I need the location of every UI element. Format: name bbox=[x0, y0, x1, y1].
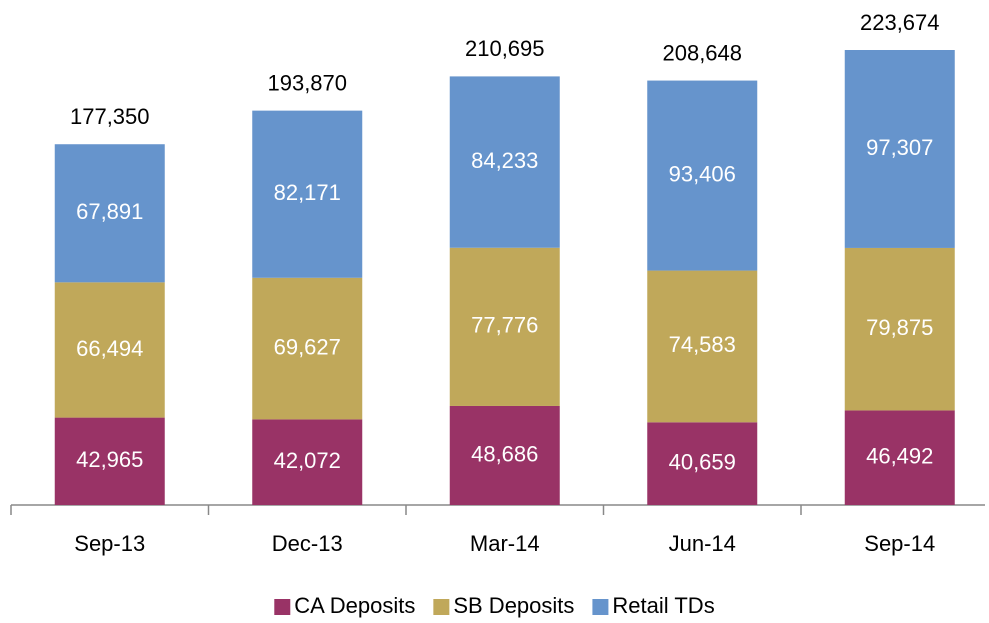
legend-label: CA Deposits bbox=[294, 593, 415, 618]
x-tick-label: Mar-14 bbox=[470, 531, 540, 556]
x-tick-label: Jun-14 bbox=[669, 531, 736, 556]
bar-segment bbox=[252, 419, 363, 505]
total-label: 210,695 bbox=[465, 36, 545, 61]
bar-segment bbox=[54, 144, 165, 283]
total-label: 208,648 bbox=[662, 40, 742, 65]
data-label: 42,965 bbox=[76, 447, 143, 472]
x-tick-label: Dec-13 bbox=[272, 531, 343, 556]
bar-segment bbox=[54, 417, 165, 505]
data-label: 48,686 bbox=[471, 441, 538, 466]
x-tick-label: Sep-13 bbox=[74, 531, 145, 556]
legend-swatch bbox=[433, 599, 450, 615]
bar-segment bbox=[647, 270, 758, 423]
bar-segment bbox=[449, 76, 560, 248]
bar-segment bbox=[647, 422, 758, 505]
data-label: 46,492 bbox=[866, 444, 933, 469]
bar-segment bbox=[844, 410, 955, 505]
data-label: 97,307 bbox=[866, 135, 933, 160]
total-label: 193,870 bbox=[267, 70, 347, 95]
bar-segment bbox=[647, 80, 758, 271]
data-label: 93,406 bbox=[669, 161, 736, 186]
data-label: 67,891 bbox=[76, 199, 143, 224]
data-label: 82,171 bbox=[274, 180, 341, 205]
bar-segment bbox=[844, 50, 955, 248]
bar-segment bbox=[252, 277, 363, 420]
legend-label: SB Deposits bbox=[453, 593, 574, 618]
x-tick-label: Sep-14 bbox=[864, 531, 935, 556]
bar-segment bbox=[844, 247, 955, 411]
data-label: 42,072 bbox=[274, 448, 341, 473]
bar-segment bbox=[449, 247, 560, 406]
data-label: 84,233 bbox=[471, 148, 538, 173]
total-label: 177,350 bbox=[70, 104, 150, 129]
bar-segment bbox=[54, 282, 165, 418]
legend-swatch bbox=[274, 599, 291, 615]
data-label: 66,494 bbox=[76, 336, 143, 361]
total-label: 223,674 bbox=[860, 10, 940, 35]
legend-label: Retail TDs bbox=[612, 593, 714, 618]
bar-segment bbox=[252, 110, 363, 278]
bar-segment bbox=[449, 405, 560, 505]
data-label: 79,875 bbox=[866, 315, 933, 340]
data-label: 69,627 bbox=[274, 334, 341, 359]
legend-swatch bbox=[592, 599, 609, 615]
data-label: 40,659 bbox=[669, 449, 736, 474]
data-label: 74,583 bbox=[669, 332, 736, 357]
data-label: 77,776 bbox=[471, 313, 538, 338]
